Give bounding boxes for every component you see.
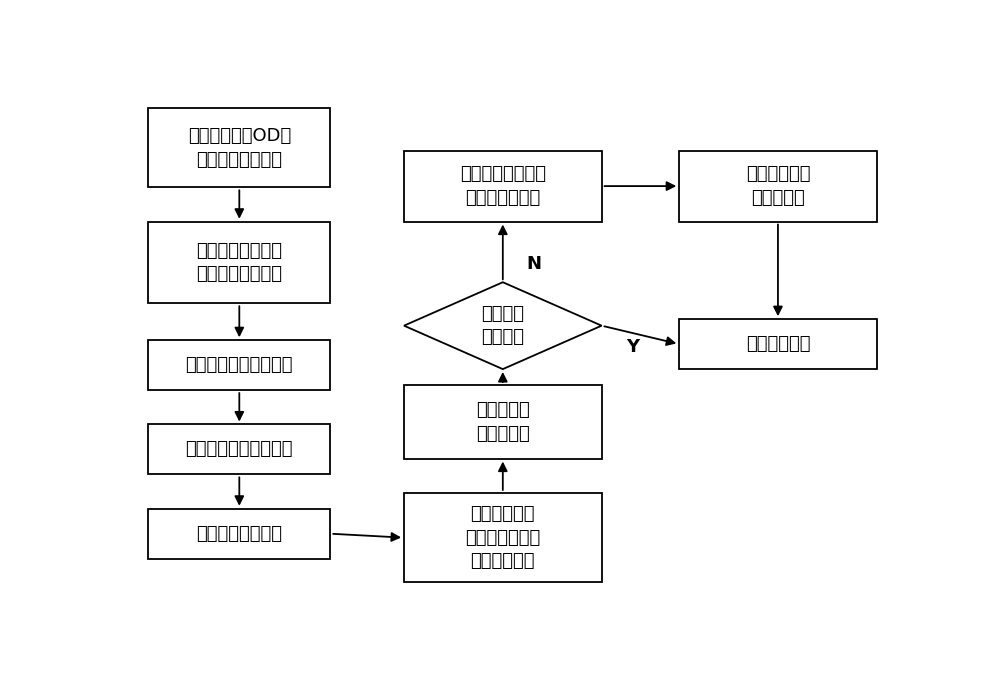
Bar (404, 385, 602, 459)
Text: 构建城市轨道交通
流体排队网络模型: 构建城市轨道交通 流体排队网络模型 (196, 241, 282, 283)
Text: 获取乘客出行OD数
据，地铁线路参数: 获取乘客出行OD数 据，地铁线路参数 (188, 127, 291, 169)
Bar (148, 340, 330, 390)
Polygon shape (404, 282, 602, 369)
Text: 使用实数编码
方法进行处理，
生成父代种群: 使用实数编码 方法进行处理， 生成父代种群 (465, 505, 540, 570)
Text: 计算种群个
体目标函数: 计算种群个 体目标函数 (476, 401, 530, 443)
Text: 对种群进行选择、
交叉和变异处理: 对种群进行选择、 交叉和变异处理 (460, 166, 546, 207)
Bar (148, 509, 330, 559)
Text: 得到最优个体: 得到最优个体 (746, 335, 810, 353)
Text: 对群体实施最
优保存策略: 对群体实施最 优保存策略 (746, 166, 810, 207)
Bar (404, 493, 602, 583)
Bar (148, 222, 330, 303)
Text: Y: Y (626, 338, 639, 356)
Bar (148, 424, 330, 475)
Text: 确定客流控制约束条件: 确定客流控制约束条件 (186, 440, 293, 458)
Text: 确定客流控制决策变量: 确定客流控制决策变量 (186, 356, 293, 374)
Text: N: N (526, 254, 541, 273)
Text: 构建优化目标函数: 构建优化目标函数 (196, 525, 282, 542)
Bar (679, 319, 877, 369)
Text: 是否满足
终止条件: 是否满足 终止条件 (481, 305, 524, 347)
Bar (404, 150, 602, 222)
Bar (148, 108, 330, 187)
Bar (679, 150, 877, 222)
